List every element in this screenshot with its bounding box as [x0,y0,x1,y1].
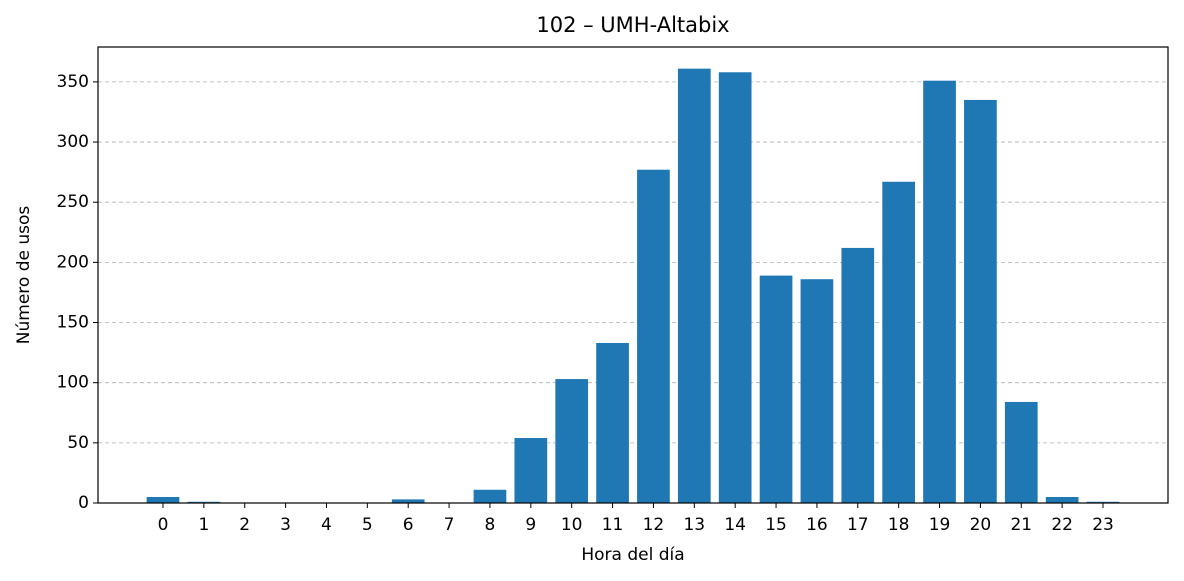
x-tick-label: 4 [321,515,332,535]
bar [637,169,670,503]
bar [187,501,221,503]
x-tick-label: 9 [525,515,536,535]
bar [391,499,425,503]
x-tick-label: 6 [403,515,414,535]
x-tick-label: 23 [1092,515,1114,535]
x-tick-label: 18 [888,515,910,535]
x-tick-label: 0 [158,515,169,535]
x-tick-label: 11 [602,515,624,535]
y-tick-label: 200 [57,252,89,272]
x-tick-label: 20 [970,515,992,535]
x-tick-label: 19 [929,515,951,535]
bar [964,99,997,503]
bar [555,379,589,503]
x-tick-label: 21 [1010,515,1032,535]
bar [514,438,548,503]
y-axis-label: Número de usos [14,206,34,345]
bar [146,496,180,503]
bar [718,72,752,504]
x-tick-label: 22 [1051,515,1073,535]
x-tick-label: 7 [444,515,455,535]
y-tick-label: 50 [67,433,89,453]
y-tick-label: 350 [57,72,89,92]
y-tick-label: 250 [57,192,89,212]
bar [800,279,834,503]
bar [1045,496,1079,503]
x-tick-label: 5 [362,515,373,535]
chart-title: 102 – UMH-Altabix [536,13,729,37]
y-tick-label: 0 [78,493,89,513]
x-tick-label: 1 [198,515,209,535]
bar [841,247,875,503]
x-tick-label: 8 [485,515,496,535]
x-tick-label: 13 [683,515,705,535]
x-tick-label: 10 [561,515,583,535]
y-tick-label: 300 [57,132,89,152]
bar [677,68,711,504]
bar [759,275,793,503]
x-tick-label: 3 [280,515,291,535]
bar [1086,501,1120,503]
bar [882,181,916,503]
x-tick-label: 2 [239,515,250,535]
bar [923,80,956,503]
bar [473,489,507,503]
x-tick-label: 16 [806,515,828,535]
x-tick-label: 17 [847,515,869,535]
y-tick-label: 100 [57,373,89,393]
plot-frame [97,46,1169,504]
y-tick-label: 150 [57,313,89,333]
x-tick-label: 14 [724,515,746,535]
bar [1004,401,1038,503]
bar [596,342,629,503]
x-tick-label: 15 [765,515,787,535]
x-axis-label: Hora del día [581,545,684,565]
x-tick-label: 12 [643,515,665,535]
